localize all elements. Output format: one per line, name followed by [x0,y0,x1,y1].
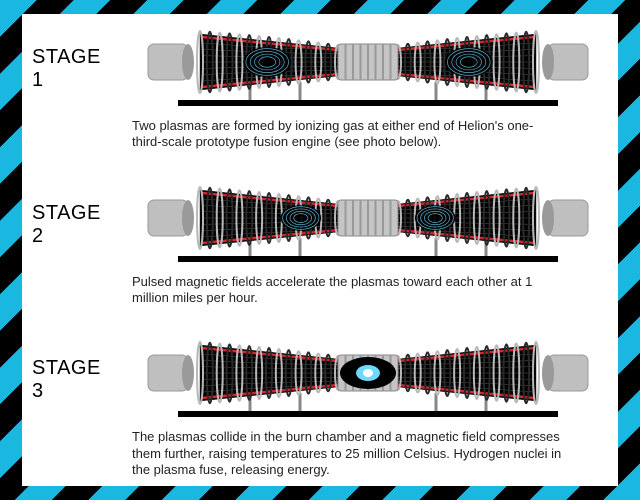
stage-1-label: STAGE 1 [32,46,118,92]
stage-3-caption: The plasmas collide in the burn chamber … [132,429,562,478]
stage-2-caption: Pulsed magnetic fields accelerate the pl… [132,274,562,307]
stage-1-row: STAGE 1 Two plasmas are formed by ionizi… [32,24,608,151]
hazard-frame: STAGE 1 Two plasmas are formed by ionizi… [0,0,640,500]
stage-2-diagram [128,180,608,270]
stage-2-row: STAGE 2 Pulsed magnetic fields accelerat… [32,180,608,307]
stage-1-diagram [128,24,608,114]
stage-2-label: STAGE 2 [32,202,118,248]
stage-1-caption: Two plasmas are formed by ionizing gas a… [132,118,562,151]
stage-3-label: STAGE 3 [32,357,118,403]
content-panel: STAGE 1 Two plasmas are formed by ionizi… [22,14,618,486]
stage-3-row: STAGE 3 The plasmas collide in the burn … [32,335,608,478]
stage-3-diagram [128,335,608,425]
